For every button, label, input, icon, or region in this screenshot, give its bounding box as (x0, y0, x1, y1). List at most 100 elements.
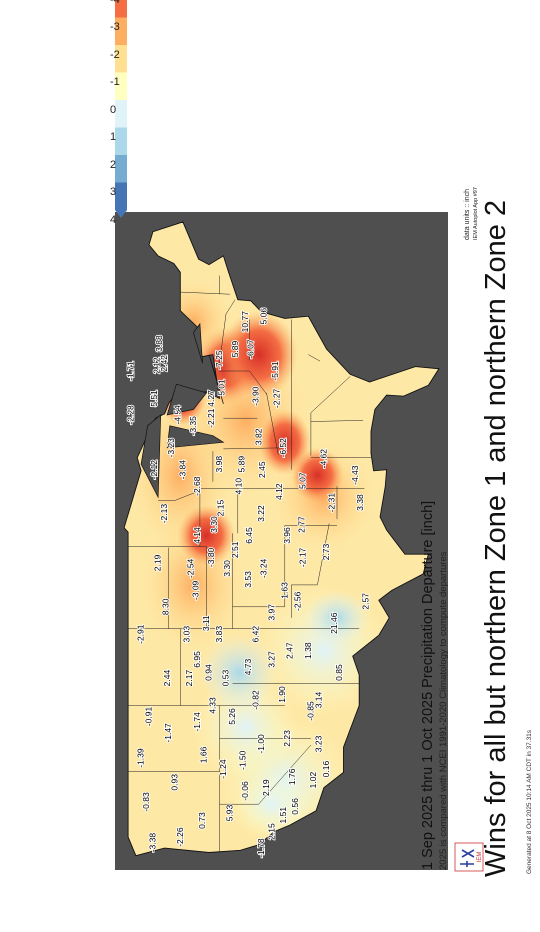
value-label: -1.74 (192, 712, 202, 732)
field-blob-4 (304, 590, 370, 646)
great-lake-3 (208, 354, 224, 404)
state-border-7 (219, 744, 312, 805)
value-label: -2.31 (326, 493, 336, 513)
value-label: 3.23 (313, 735, 323, 752)
colorbar-ticks: 4 3 2 1 0 -1 -2 -3 -4 (110, 0, 134, 226)
colorbar-segment (115, 44, 127, 73)
value-label: -2.17 (298, 547, 308, 567)
value-label: 5.26 (227, 708, 237, 725)
value-label: 4.14 (192, 527, 202, 544)
value-label: -0.06 (240, 781, 250, 801)
precipitation-map: -3.38 -0.83 -1.39 -0.91 -2.91 -2.26 0.93 -1.47 2… (115, 212, 448, 870)
value-label: -5.91 (270, 361, 280, 381)
field-blob-14 (291, 447, 344, 503)
value-label: -3.24 (259, 558, 269, 578)
field-blob-5 (232, 771, 311, 838)
colorbar-segment (115, 99, 127, 128)
field-blob-10 (177, 504, 236, 567)
value-label: -4.62 (319, 449, 329, 469)
value-label: 5.93 (225, 804, 235, 821)
value-label: 1.76 (287, 768, 297, 785)
colorbar-tick: -4 (110, 0, 120, 6)
generated-note: Generated at 8 Oct 2025 10:14 AM CDT in … (526, 729, 533, 874)
value-label: 0.85 (334, 664, 344, 681)
value-label: 2.51 (230, 541, 240, 558)
value-label: -1.47 (163, 723, 173, 743)
value-label: 1.38 (303, 642, 313, 659)
value-label: 10.77 (240, 311, 250, 333)
value-label: 5.51 (149, 390, 159, 407)
value-label: 0.16 (321, 761, 331, 778)
value-label: 5.01 (217, 379, 227, 396)
value-label: -2.12 (149, 460, 159, 480)
colorbar-tick: -3 (110, 21, 120, 34)
value-label: -7.25 (214, 350, 224, 370)
value-label: 2.77 (296, 516, 306, 533)
value-label: 3.14 (313, 691, 323, 708)
colorbar-tick: 3 (110, 186, 117, 199)
value-labels: -3.38 -0.83 -1.39 -0.91 -2.91 -2.26 0.93 -1.47 2… (124, 307, 371, 859)
value-label: -4.43 (350, 465, 360, 485)
colorbar-segment (115, 182, 127, 210)
value-label: 1.51 (278, 807, 288, 824)
value-label: 3.83 (214, 626, 224, 643)
value-label: -1.39 (136, 748, 146, 768)
great-lake-0 (140, 414, 162, 499)
value-label: 4.12 (274, 483, 284, 500)
value-label: -6.07 (245, 339, 255, 359)
value-label: 3.30 (222, 560, 232, 577)
colorbar-tick: 2 (110, 159, 117, 171)
value-label: 2.47 (285, 642, 295, 659)
map-svg: -3.38 -0.83 -1.39 -0.91 -2.91 -2.26 0.93 -1.47 2… (123, 221, 440, 859)
state-border-14 (291, 523, 330, 618)
colorbar-tick: 0 (110, 104, 117, 116)
value-label: 3.88 (154, 335, 164, 352)
value-label: 5.89 (236, 456, 246, 473)
value-label: 2.19 (153, 554, 163, 571)
state-border-20 (223, 447, 285, 450)
value-label: -1.00 (256, 734, 266, 754)
value-label: -2.27 (272, 388, 282, 408)
value-label: 2.44 (162, 670, 172, 687)
value-label: 8.30 (161, 598, 171, 615)
value-label: -2.28 (125, 405, 135, 425)
value-label: -2.21 (206, 408, 216, 428)
value-label: -3.23 (166, 438, 176, 458)
logo-text: IEM (477, 852, 483, 863)
value-label: 0.94 (204, 664, 214, 681)
value-label: -3.35 (188, 416, 198, 436)
colorbar-tick: -1 (110, 76, 120, 89)
value-label: 2.73 (321, 543, 331, 560)
value-label: -1.50 (238, 750, 248, 770)
value-label: 2.17 (184, 670, 194, 687)
headline: Wins for all but northern Zone 1 and nor… (480, 199, 512, 877)
value-label: 3.22 (256, 505, 266, 522)
state-border-29 (308, 354, 321, 362)
value-label: 3.30 (209, 516, 219, 533)
value-label: 4.33 (208, 697, 218, 714)
value-label: 3.96 (282, 527, 292, 544)
colorbar-segment (115, 72, 127, 100)
colorbar-extend-low (115, 210, 127, 218)
value-label: -2.68 (192, 476, 202, 496)
state-border-26 (310, 420, 364, 422)
colorbar-tick: 4 (110, 214, 117, 226)
great-lake-1 (166, 425, 225, 449)
colorbar-segment (115, 0, 127, 18)
value-label: -1.24 (218, 759, 228, 779)
colorbar-segment (115, 154, 127, 183)
value-label: -3.90 (251, 386, 261, 406)
state-borders (128, 275, 371, 853)
value-label: 0.73 (197, 812, 207, 829)
colorbar-segment (115, 17, 127, 45)
state-border-34 (158, 490, 200, 501)
value-label: -0.85 (306, 701, 316, 721)
value-label: -2.13 (159, 504, 169, 524)
value-label: 6.42 (251, 626, 261, 643)
value-label: 3.03 (181, 626, 191, 643)
value-label: 2.15 (266, 823, 276, 840)
value-label: -3.80 (206, 547, 216, 567)
value-label: 3.82 (253, 428, 263, 445)
value-label: 1.63 (279, 582, 289, 599)
